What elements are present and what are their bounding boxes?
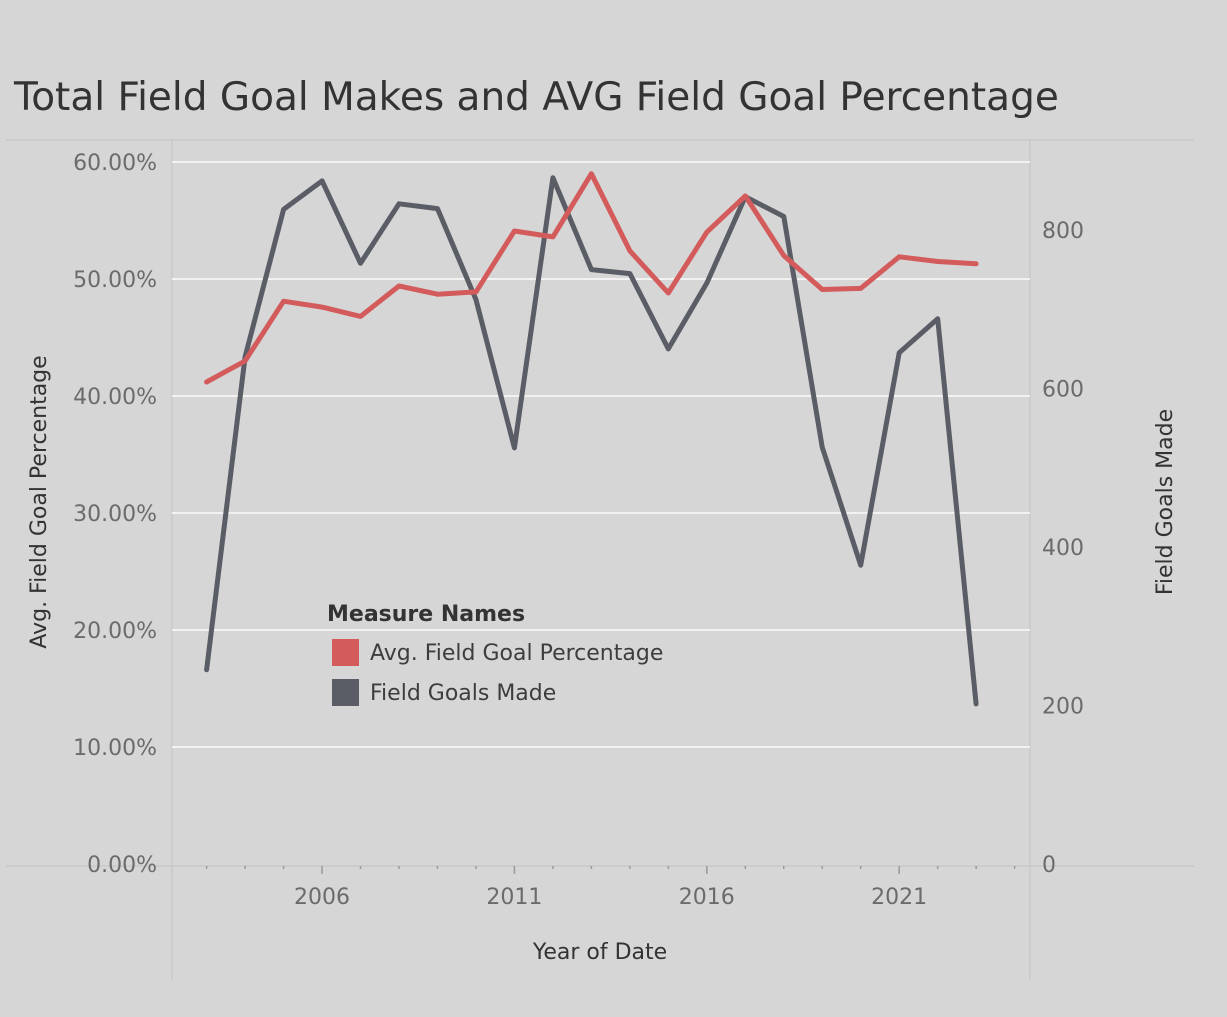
legend-label-avg-field-goal-percentage: Avg. Field Goal Percentage <box>370 641 663 666</box>
right-tick-label: 400 <box>1042 536 1084 561</box>
right-tick-label: 0 <box>1042 853 1056 878</box>
x-tick-label: 2016 <box>679 885 735 910</box>
right-tick-label: 600 <box>1042 378 1084 403</box>
legend-swatch-avg-field-goal-percentage <box>332 639 359 666</box>
left-tick-label: 10.00% <box>73 736 157 761</box>
x-axis-ticks: 2006 2011 2016 2021 <box>205 866 1016 910</box>
left-tick-label: 40.00% <box>73 385 157 410</box>
x-tick-label: 2006 <box>294 885 350 910</box>
field-goals-made-line <box>204 175 979 707</box>
left-axis-ticks: 0.00% 10.00% 20.00% 30.00% 40.00% 50.00% 60.00… <box>73 151 157 878</box>
x-axis-title: Year of Date <box>532 940 667 965</box>
legend-label-field-goals-made: Field Goals Made <box>370 681 556 706</box>
left-tick-label: 0.00% <box>87 853 157 878</box>
legend-swatch-field-goals-made <box>332 679 359 706</box>
x-tick-label: 2021 <box>871 885 927 910</box>
right-axis-ticks: 0 200 400 600 800 <box>1042 219 1084 878</box>
gridlines <box>172 161 1030 748</box>
right-axis-title: Field Goals Made <box>1153 409 1178 595</box>
left-tick-label: 60.00% <box>73 151 157 176</box>
avg-field-goal-percentage-line <box>204 171 979 385</box>
right-tick-label: 800 <box>1042 219 1084 244</box>
chart-frame <box>6 139 1194 980</box>
left-axis-title: Avg. Field Goal Percentage <box>27 355 52 648</box>
series-lines <box>204 171 979 707</box>
left-tick-label: 20.00% <box>73 619 157 644</box>
legend[interactable]: Measure Names Avg. Field Goal Percentage… <box>327 602 663 706</box>
chart-title: Total Field Goal Makes and AVG Field Goa… <box>13 75 1059 120</box>
left-tick-label: 30.00% <box>73 502 157 527</box>
x-tick-label: 2011 <box>486 885 542 910</box>
legend-title: Measure Names <box>327 602 525 627</box>
right-tick-label: 200 <box>1042 695 1084 720</box>
left-tick-label: 50.00% <box>73 268 157 293</box>
